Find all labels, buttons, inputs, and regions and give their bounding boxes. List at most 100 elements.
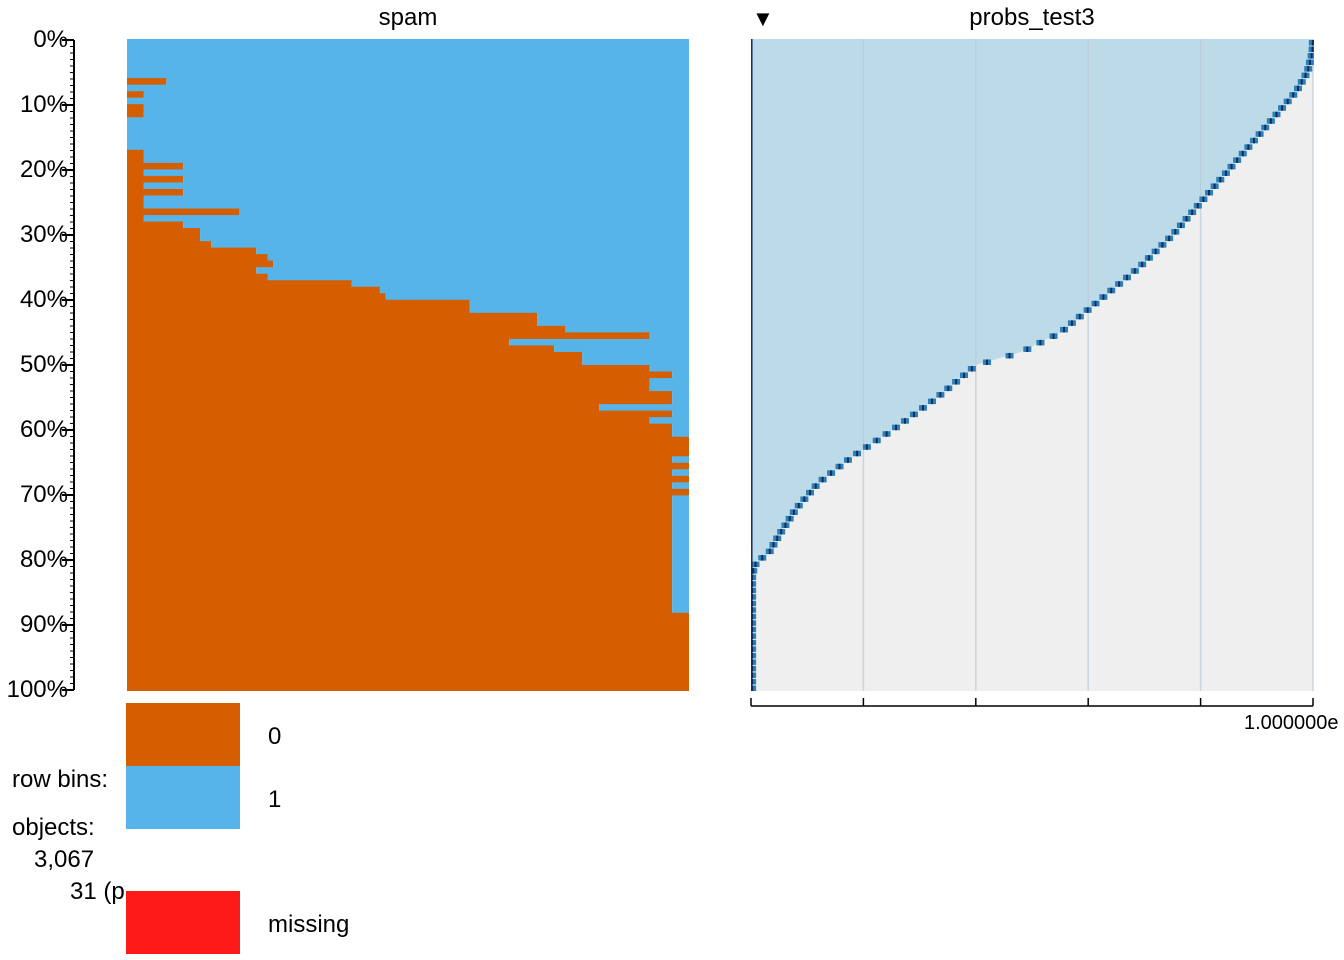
probs-bin-median [1281,105,1284,111]
spam-bar-0 [127,312,538,320]
probs-bin-mean [751,639,757,646]
column-title-spam: spam [378,4,438,31]
spam-bar-1 [672,456,689,464]
spam-bar-0 [127,671,689,679]
spam-bar-0 [127,410,673,418]
probs-bin-median [768,548,771,555]
probs-bin-mean [751,574,757,581]
probs-bin-median [1219,176,1222,183]
probs-bin-mean [1308,46,1314,53]
spam-bar-0 [127,664,689,673]
spam-bar-1 [127,71,689,79]
probs-bin-median [1191,209,1194,216]
probs-bin-median [1236,157,1239,163]
spam-bar-0 [127,208,240,216]
probs-bin-median [1311,40,1314,46]
probs-bin-median [1161,242,1164,248]
probs-bin-mean [751,594,757,600]
spam-bar-0 [127,469,673,477]
spam-bar-1 [143,182,689,190]
spam-bar-1 [127,143,689,151]
spam-bar-1 [672,495,689,503]
spam-bar-1 [565,325,689,333]
spam-bar-1 [672,586,689,594]
legend-swatch-0 [126,703,240,766]
spam-bar-0 [127,221,184,229]
probs-bin-median [1039,339,1042,346]
spam-bar-0 [127,495,673,503]
probs-bin-median [814,483,817,489]
spam-bar-0 [127,162,184,170]
spam-bar-0 [127,175,184,184]
probs-bin-median [1052,333,1055,339]
spam-bar-0 [127,371,673,379]
probs-bin-mean [751,678,757,685]
probs-bin-median [885,431,888,437]
spam-bar-0 [127,625,689,633]
spam-bar-1 [200,228,689,236]
probs-bin-median [1208,189,1211,196]
probs-bin-median [1247,144,1250,150]
probs-bin-median [830,470,833,476]
legend-swatch-1 [126,766,240,829]
probs-bin-median [1133,268,1136,274]
spam-bar-1 [672,469,689,477]
spam-bar-0 [127,534,673,542]
spam-bar-1 [537,312,689,320]
spam-bar-1 [649,365,689,373]
spam-bar-1 [672,482,689,490]
probs-bin-mean [751,672,757,678]
spam-bar-1 [166,78,689,86]
spam-bar-0 [127,606,673,614]
spam-bar-1 [143,169,689,177]
y-tick-label: 40% [19,286,68,313]
probs-bin-median [792,509,795,515]
y-tick-label: 10% [19,91,68,118]
spam-bar-0 [127,358,583,366]
legend-swatch-missing [126,891,240,954]
spam-bar-0 [127,677,689,686]
spam-bar-0 [127,149,144,157]
probs-bin-median [1168,235,1171,242]
spam-bar-1 [239,208,689,216]
probs-bin-median [1213,183,1216,189]
probs-bin-mean [751,646,757,652]
probs-test3-numeric-column [751,39,1314,691]
spam-bar-1 [672,371,689,379]
spam-bar-1 [672,423,689,431]
y-tick-label: 60% [19,416,68,443]
probs-bin-median [1310,53,1313,59]
y-tick-label: 100% [6,676,68,703]
probs-bin-median [1086,307,1089,313]
spam-bar-0 [127,632,689,640]
spam-bar-0 [127,156,144,164]
spam-bar-1 [127,39,689,47]
spam-bar-1 [211,241,689,249]
spam-bar-1 [183,221,689,229]
spam-bar-1 [672,410,689,418]
spam-bar-1 [267,254,689,262]
spam-bar-1 [127,65,689,73]
probs-bin-median [809,489,812,496]
probs-test3-x-axis [750,698,1314,707]
probs-bin-mean [751,665,757,672]
probs-bin-median [821,476,824,483]
spam-bar-1 [672,554,689,562]
spam-bar-1 [672,599,689,607]
probs-bin-median [955,379,958,385]
spam-bar-1 [672,593,689,601]
legend-label-0: 0 [268,723,282,750]
probs-bin-mean [751,626,757,633]
probs-bin-median [1094,300,1097,307]
column-title-probs-test3[interactable]: probs_test3 [969,4,1095,31]
sort-descending-icon[interactable]: ▼ [752,6,774,31]
spam-bar-1 [127,117,689,125]
spam-bar-1 [127,84,689,92]
spam-bar-0 [127,182,144,190]
y-tick-label: 90% [19,611,68,638]
spam-bar-0 [127,384,650,392]
spam-bar-0 [127,78,167,86]
spam-bar-0 [127,436,689,444]
legend-label-missing: missing [268,911,350,938]
spam-bar-1 [649,332,689,340]
